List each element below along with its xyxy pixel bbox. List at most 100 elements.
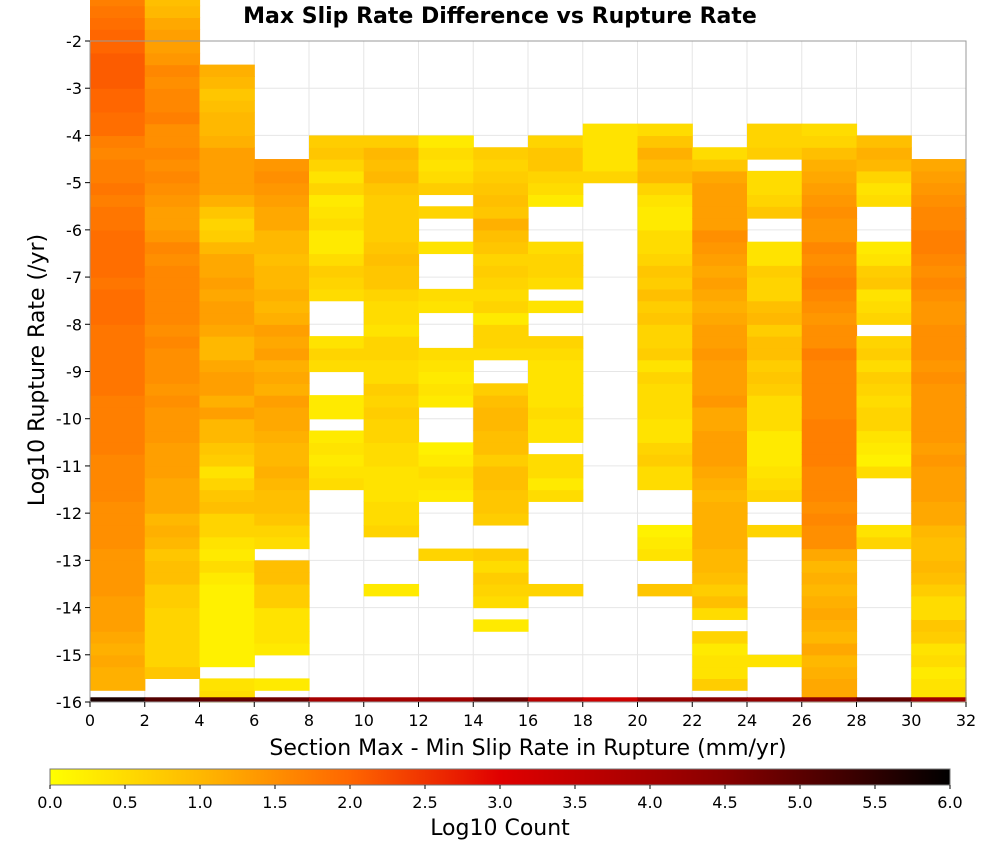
- heatmap-cell: [528, 277, 584, 290]
- heatmap-cell: [90, 595, 146, 609]
- heatmap-cell: [856, 241, 912, 255]
- heatmap-cell: [254, 513, 310, 526]
- heatmap-cell: [692, 524, 748, 538]
- heatmap-cell: [528, 395, 584, 408]
- heatmap-cell: [801, 265, 858, 278]
- heatmap-cell: [144, 147, 201, 160]
- heatmap-cell: [363, 170, 420, 184]
- heatmap-cell: [582, 123, 639, 137]
- heatmap-cell: [199, 135, 255, 148]
- x-tick-label: 6: [249, 711, 259, 730]
- heatmap-cell: [911, 548, 967, 561]
- heatmap-cell: [856, 135, 912, 148]
- heatmap-cell: [528, 406, 584, 420]
- heatmap-cell: [90, 501, 146, 514]
- heatmap-cell: [528, 147, 584, 160]
- heatmap-cell: [363, 442, 420, 455]
- heatmap-cell: [254, 170, 310, 184]
- heatmap-cell: [363, 383, 420, 396]
- colorbar-tick-label: 4.5: [712, 793, 737, 812]
- heatmap-cell: [418, 477, 474, 491]
- heatmap-cell: [856, 371, 912, 384]
- heatmap-cell: [309, 218, 365, 231]
- heatmap-cell: [144, 465, 201, 479]
- heatmap-cell: [309, 430, 365, 443]
- heatmap-cell: [692, 560, 748, 573]
- heatmap-cell: [199, 100, 255, 113]
- heatmap-cell: [801, 170, 858, 184]
- heatmap-cell: [254, 206, 310, 219]
- heatmap-cell: [199, 465, 255, 479]
- heatmap-cell: [199, 548, 255, 561]
- heatmap-cell: [199, 218, 255, 231]
- heatmap-cell: [747, 123, 803, 137]
- heatmap-cell: [637, 418, 693, 432]
- heatmap-cell: [801, 229, 858, 243]
- heatmap-cell: [90, 465, 146, 479]
- heatmap-cell: [692, 642, 748, 656]
- heatmap-cell: [747, 170, 803, 184]
- heatmap-cell: [637, 524, 693, 538]
- heatmap-cell: [637, 288, 693, 302]
- y-tick-label: -8: [66, 315, 82, 334]
- heatmap-cell: [254, 288, 310, 302]
- heatmap-cell: [911, 265, 967, 278]
- heatmap-cell: [199, 324, 255, 337]
- heatmap-cell: [856, 395, 912, 408]
- heatmap-cell: [254, 501, 310, 514]
- heatmap-cell: [309, 347, 365, 361]
- heatmap-cell: [856, 170, 912, 184]
- heatmap-cell: [309, 359, 365, 373]
- heatmap-cell: [801, 336, 858, 349]
- heatmap-cell: [528, 241, 584, 255]
- heatmap-cell: [363, 418, 420, 432]
- heatmap-cell: [90, 477, 146, 491]
- heatmap-cell: [363, 406, 420, 420]
- heatmap-cell: [144, 560, 201, 573]
- heatmap-cell: [473, 206, 529, 219]
- heatmap-cell: [254, 489, 310, 502]
- heatmap-cell: [692, 454, 748, 467]
- heatmap-cell-bottom-row: [144, 697, 201, 702]
- heatmap-cell: [418, 182, 474, 196]
- heatmap-cell: [692, 383, 748, 396]
- heatmap-cell: [363, 347, 420, 361]
- heatmap-cell: [90, 642, 146, 656]
- y-axis-label: Log10 Rupture Rate (/yr): [25, 234, 50, 506]
- heatmap-cell: [747, 524, 803, 538]
- heatmap-cell: [199, 513, 255, 526]
- heatmap-cell: [90, 147, 146, 160]
- heatmap-cell: [473, 300, 529, 314]
- heatmap-cell: [144, 583, 201, 597]
- heatmap-cell: [856, 194, 912, 207]
- heatmap-cell: [747, 654, 803, 668]
- heatmap-cell-bottom-row: [473, 697, 529, 702]
- heatmap-cell: [144, 277, 201, 290]
- heatmap-cell: [473, 489, 529, 502]
- heatmap-cell: [199, 678, 255, 691]
- heatmap-cell: [801, 123, 858, 137]
- heatmap-cell: [199, 418, 255, 432]
- heatmap-cell: [747, 288, 803, 302]
- heatmap-cell: [801, 642, 858, 656]
- heatmap-cell: [363, 371, 420, 384]
- colorbar-tick-label: 4.0: [637, 793, 662, 812]
- heatmap-cell: [90, 442, 146, 455]
- heatmap-cell: [363, 395, 420, 408]
- y-tick-label: -6: [66, 221, 82, 240]
- x-tick-label: 24: [737, 711, 757, 730]
- x-axis-ticks: 0 2 4 6 8 10 12 14 16 18 20 22 24 26 28 30 32: [85, 702, 976, 730]
- heatmap-cell: [801, 359, 858, 373]
- heatmap-cell: [911, 501, 967, 514]
- heatmap-cell: [801, 513, 858, 526]
- heatmap-cell: [144, 642, 201, 656]
- heatmap-cell: [856, 312, 912, 325]
- heatmap-cell: [90, 206, 146, 219]
- heatmap-cell: [254, 536, 310, 550]
- heatmap-cell: [911, 336, 967, 349]
- heatmap-cell: [473, 288, 529, 302]
- heatmap-cell: [144, 159, 201, 172]
- heatmap-cell: [911, 347, 967, 361]
- heatmap-cell: [692, 241, 748, 255]
- heatmap-cell: [363, 465, 420, 479]
